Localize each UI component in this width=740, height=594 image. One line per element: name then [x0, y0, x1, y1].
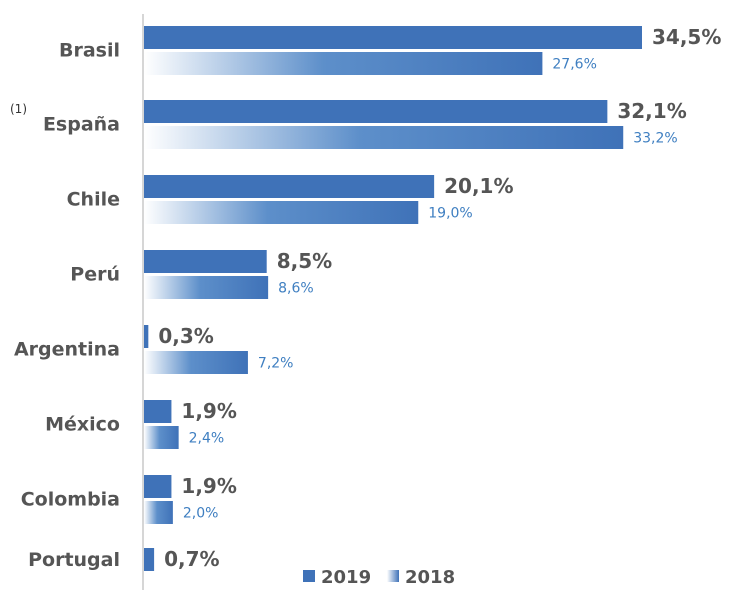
legend-label-2018: 2018 — [405, 567, 455, 588]
value-label-2019-espana: 32,1% — [617, 99, 686, 123]
category-label-argentina: Argentina — [14, 339, 120, 361]
bar-2019-chile — [144, 175, 435, 198]
category-label-peru: Perú — [70, 264, 120, 286]
bar-2018-colombia — [144, 501, 173, 524]
value-label-2019-argentina: 0,3% — [158, 324, 213, 348]
category-label-espana: España — [43, 114, 120, 136]
legend-swatch-2019 — [303, 570, 315, 582]
value-label-2019-portugal: 0,7% — [164, 547, 219, 571]
bar-2019-portugal — [144, 548, 155, 571]
value-label-2019-chile: 20,1% — [444, 174, 513, 198]
legend-label-2019: 2019 — [321, 567, 371, 588]
bar-2019-mexico — [144, 400, 172, 423]
value-label-2019-brasil: 34,5% — [652, 25, 721, 49]
bar-2018-espana — [144, 126, 624, 149]
category-label-mexico: México — [45, 414, 120, 436]
bar-2019-peru — [144, 250, 267, 273]
bar-2019-espana — [144, 100, 608, 123]
category-label-chile: Chile — [67, 189, 120, 211]
value-label-2019-mexico: 1,9% — [181, 399, 236, 423]
legend-swatch-2018 — [387, 570, 399, 582]
legend: 2019 2018 — [303, 567, 455, 588]
value-label-2018-argentina: 7,2% — [258, 356, 294, 372]
value-label-2018-brasil: 27,6% — [552, 57, 596, 73]
value-label-2018-peru: 8,6% — [278, 281, 314, 297]
bar-2018-mexico — [144, 426, 179, 449]
bar-2018-chile — [144, 201, 419, 224]
value-label-2018-espana: 33,2% — [633, 131, 677, 147]
bar-2019-brasil — [144, 26, 642, 49]
value-label-2018-colombia: 2,0% — [183, 506, 219, 522]
value-label-2018-chile: 19,0% — [428, 206, 472, 222]
bar-2019-colombia — [144, 475, 172, 498]
category-label-portugal: Portugal — [28, 549, 120, 571]
value-label-2018-mexico: 2,4% — [189, 431, 225, 447]
bar-2019-argentina — [144, 325, 149, 348]
value-label-2019-peru: 8,5% — [277, 249, 332, 273]
category-label-colombia: Colombia — [21, 489, 120, 511]
category-label-brasil: Brasil — [59, 40, 120, 62]
bar-2018-peru — [144, 276, 269, 299]
footnote-marker-espana: (1) — [10, 102, 27, 116]
bar-2018-argentina — [144, 351, 248, 374]
bar-2018-brasil — [144, 52, 543, 75]
plot-area: Brasil 34,5% 27,6% España (1) 32,1% 33,2% Chile… — [10, 25, 721, 571]
value-label-2019-colombia: 1,9% — [181, 474, 236, 498]
